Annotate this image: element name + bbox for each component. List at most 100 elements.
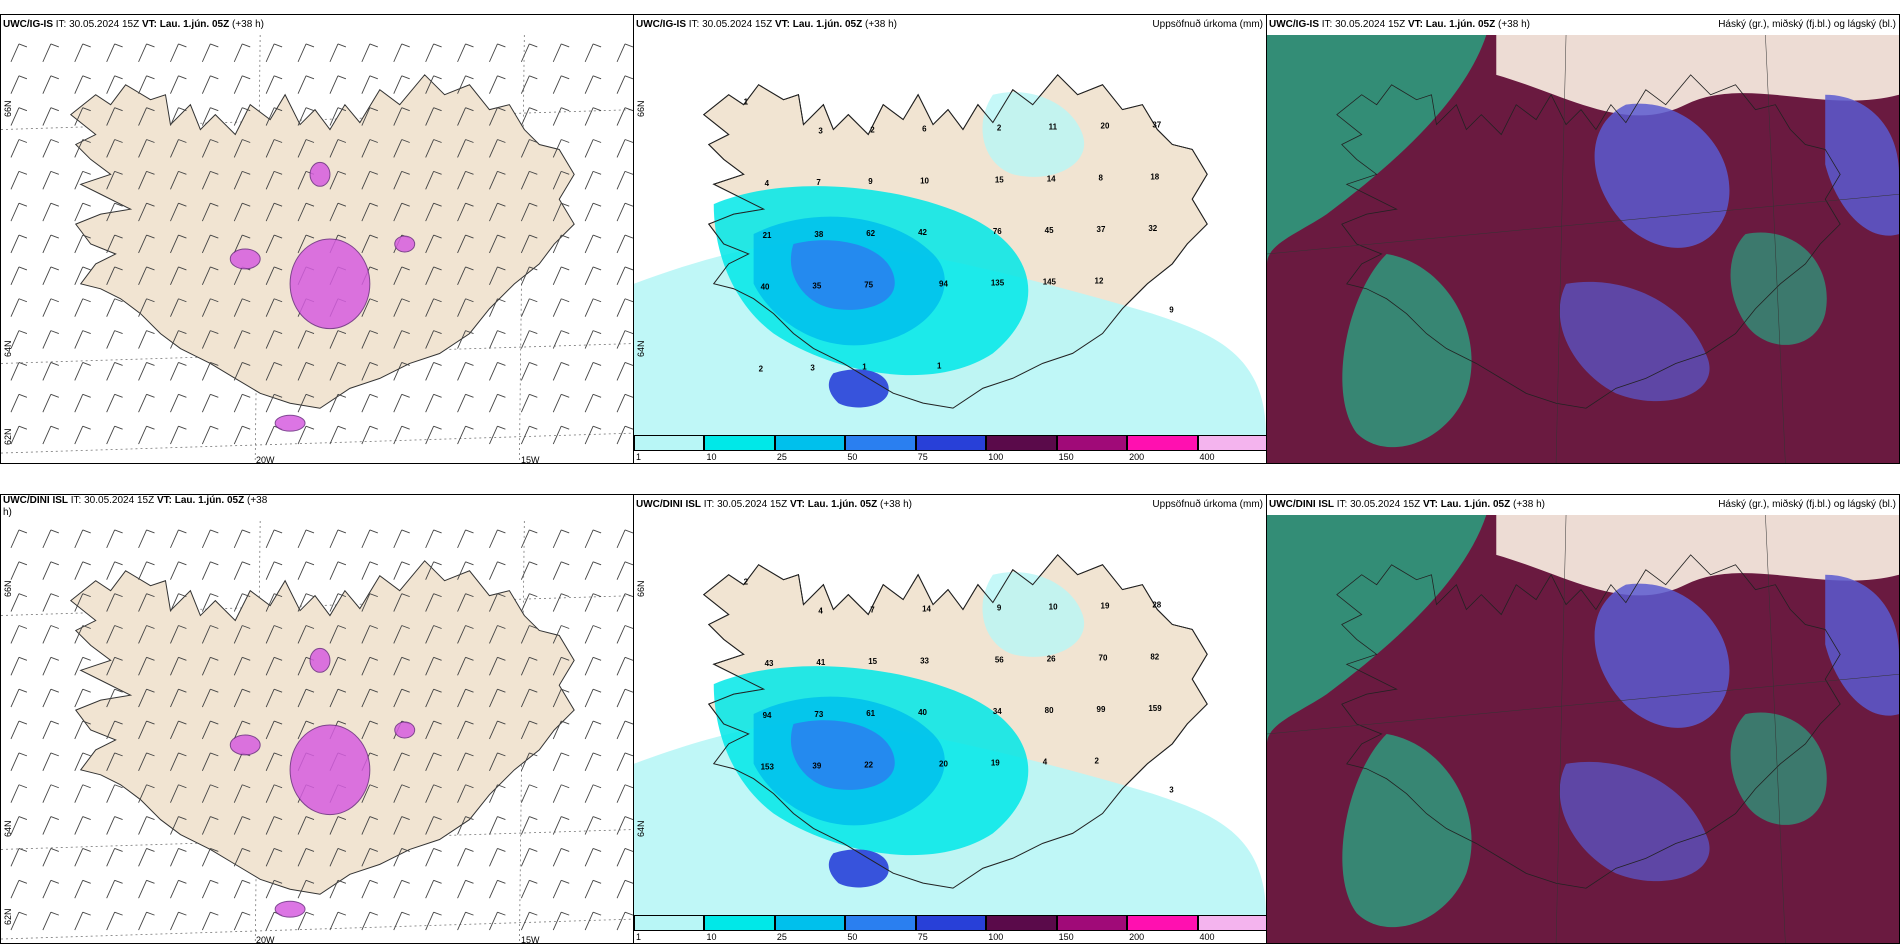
wind-barb: [489, 911, 506, 931]
wind-barb: [233, 298, 251, 317]
wind-barb: [10, 625, 28, 644]
glacier-precip: [289, 238, 371, 330]
wind-barb: [457, 298, 474, 317]
colorbar-tick-label: 200: [1129, 932, 1145, 942]
wind-barb: [552, 425, 570, 445]
high-cloud-area: [1342, 253, 1472, 448]
precip-value-label: 10: [1049, 603, 1058, 612]
glacier-precip: [309, 647, 331, 673]
wind-barb: [201, 298, 219, 317]
panel-title-right: Uppsöfnuð úrkoma (mm): [1152, 19, 1263, 30]
wind-barb: [265, 266, 283, 286]
wind-barb: [489, 43, 506, 63]
wind-barb: [425, 529, 442, 549]
wind-barb: [106, 752, 123, 771]
precip-value-label: 3: [810, 363, 815, 372]
wind-barb: [201, 330, 219, 349]
wind-barb: [106, 43, 123, 63]
wind-barb: [106, 816, 123, 835]
wind-barb: [520, 425, 538, 445]
precip-value-label: 145: [1043, 278, 1057, 287]
wind-barb: [233, 911, 251, 931]
wind-barb: [170, 529, 187, 549]
wind-barb: [170, 593, 187, 612]
wind-barb: [106, 848, 123, 867]
precip-value-label: 20: [1101, 122, 1110, 131]
colorbar-swatch: [774, 915, 846, 931]
wind-barb: [329, 911, 347, 931]
wind-barb: [393, 202, 410, 222]
wind-barb: [361, 298, 378, 317]
wind-barb: [489, 879, 506, 899]
wind-barb: [584, 107, 602, 126]
wind-barb: [297, 75, 315, 94]
wind-barb: [457, 139, 474, 158]
colorbar-swatch: [986, 915, 1057, 931]
wind-barb: [10, 170, 28, 190]
precip-value-label: 2: [1095, 757, 1100, 766]
wind-barb: [552, 816, 570, 835]
wind-barb: [265, 561, 283, 580]
precip-area: [982, 92, 1085, 177]
wind-barb: [329, 816, 347, 835]
panel-header: UWC/IG-IS IT: 30.05.2024 15Z VT: Lau. 1.…: [1, 15, 633, 35]
wind-barb: [361, 561, 378, 580]
wind-barb: [393, 561, 410, 580]
precip-value-label: 38: [814, 230, 823, 239]
wind-barb: [138, 139, 155, 158]
wind-barb: [42, 425, 59, 445]
wind-barb: [361, 879, 378, 899]
precip-value-label: 14: [1047, 174, 1056, 183]
panel-title-right: Uppsöfnuð úrkoma (mm): [1152, 499, 1263, 510]
colorbar-tick-label: 100: [988, 452, 1004, 462]
wind-barb: [425, 393, 442, 413]
wind-barb: [552, 234, 570, 254]
precip-value-label: 2: [870, 126, 875, 135]
wind-barb: [457, 393, 474, 413]
wind-barb: [361, 234, 378, 254]
wind-barb: [106, 362, 123, 381]
wind-barb: [520, 688, 538, 708]
wind-barb: [10, 848, 28, 867]
wind-barb: [552, 593, 570, 612]
wind-barb: [393, 848, 410, 867]
wind-barb: [297, 202, 315, 222]
wind-barb: [425, 561, 442, 580]
wind-barb: [138, 202, 155, 222]
wind-barb: [329, 107, 347, 126]
wind-barb: [74, 425, 91, 445]
wind-barb: [10, 720, 28, 740]
precip-value-label: 22: [864, 761, 873, 770]
wind-barb: [265, 593, 283, 612]
wind-barb: [616, 425, 633, 445]
wind-barb: [106, 75, 123, 94]
wind-barb: [10, 752, 28, 771]
wind-barb: [74, 234, 91, 254]
wind-barb: [393, 170, 410, 190]
wind-barb: [233, 139, 251, 158]
glacier-precip: [229, 248, 261, 270]
wind-barb: [74, 298, 91, 317]
wind-barb: [233, 593, 251, 612]
wind-barb: [489, 561, 506, 580]
wind-barb: [552, 43, 570, 63]
panel-title-right: Háský (gr.), miðský (fj.bl.) og lágský (…: [1718, 499, 1896, 510]
wind-barb: [489, 784, 506, 803]
precip-value-label: 15: [995, 175, 1004, 184]
wind-barb: [106, 625, 123, 644]
coastline: [1336, 74, 1841, 409]
high-cloud-area: [1267, 35, 1487, 264]
wind-barb: [457, 720, 474, 740]
wind-barb: [393, 529, 410, 549]
wind-barb: [520, 625, 538, 644]
wind-barb: [425, 330, 442, 349]
wind-barb: [42, 879, 59, 899]
wind-barb: [265, 879, 283, 899]
wind-barb: [106, 425, 123, 445]
wind-barb: [361, 688, 378, 708]
low-cloud-area: [1559, 281, 1710, 402]
wind-barb: [393, 656, 410, 676]
wind-barb: [233, 656, 251, 676]
wind-barb: [393, 752, 410, 771]
wind-barb: [201, 139, 219, 158]
